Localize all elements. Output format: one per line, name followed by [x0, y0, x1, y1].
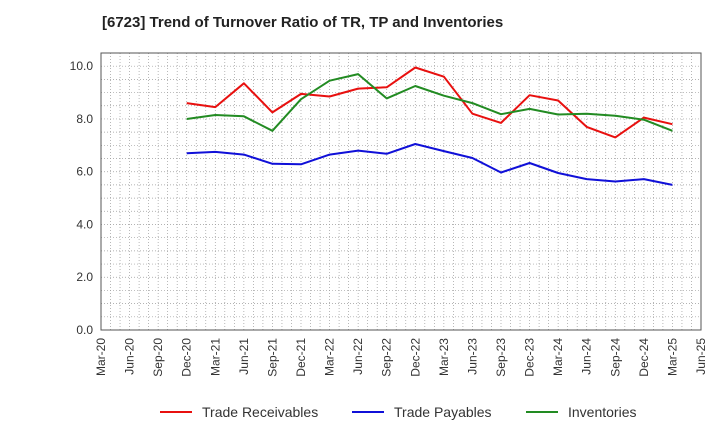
y-tick-label: 8.0 [76, 112, 93, 126]
x-tick-label: Dec-22 [408, 338, 422, 377]
x-tick-label: Sep-21 [265, 338, 279, 377]
legend-swatch-trade-payables [352, 411, 384, 413]
chart-title: [6723] Trend of Turnover Ratio of TR, TP… [102, 14, 504, 31]
legend-label-inventories: Inventories [568, 404, 637, 420]
x-tick-label: Mar-24 [551, 338, 565, 376]
x-tick-label: Sep-20 [151, 338, 165, 377]
x-tick-label: Jun-24 [580, 338, 594, 375]
legend-swatch-trade-receivables [160, 411, 192, 413]
series-line-trade-receivables [186, 66, 673, 139]
x-tick-label: Dec-21 [294, 338, 308, 377]
y-tick-label: 2.0 [76, 270, 93, 284]
legend-label-trade-payables: Trade Payables [394, 404, 492, 420]
x-tick-label: Dec-23 [523, 338, 537, 377]
x-tick-label: Dec-24 [637, 338, 651, 377]
x-tick-label: Jun-22 [351, 338, 365, 375]
x-tick-label: Dec-20 [180, 338, 194, 377]
legend-swatch-inventories [526, 411, 558, 413]
plot-area-frame [100, 52, 702, 331]
legend-item-trade-receivables: Trade Receivables [160, 404, 318, 420]
x-tick-label: Mar-25 [665, 338, 679, 376]
x-tick-label: Mar-23 [437, 338, 451, 376]
y-tick-label: 4.0 [76, 217, 93, 231]
y-tick-label: 0.0 [76, 323, 93, 337]
legend-item-inventories: Inventories [526, 404, 636, 420]
y-tick-label: 10.0 [70, 59, 94, 73]
x-tick-label: Sep-24 [608, 338, 622, 377]
y-tick-label: 6.0 [76, 165, 93, 179]
x-tick-label: Jun-20 [123, 338, 137, 375]
series-line-inventories [186, 73, 673, 132]
legend-label-trade-receivables: Trade Receivables [202, 404, 319, 420]
legend: Trade Receivables Trade Payables Invento… [0, 404, 720, 426]
x-tick-label: Sep-23 [494, 338, 508, 377]
x-tick-label: Mar-20 [94, 338, 108, 376]
x-tick-label: Jun-25 [694, 338, 708, 375]
x-tick-label: Mar-22 [323, 338, 337, 376]
x-tick-label: Sep-22 [380, 338, 394, 377]
x-tick-label: Jun-23 [465, 338, 479, 375]
series-line-trade-payables [186, 143, 673, 186]
x-tick-label: Jun-21 [237, 338, 251, 375]
legend-item-trade-payables: Trade Payables [352, 404, 492, 420]
x-tick-label: Mar-21 [208, 338, 222, 376]
